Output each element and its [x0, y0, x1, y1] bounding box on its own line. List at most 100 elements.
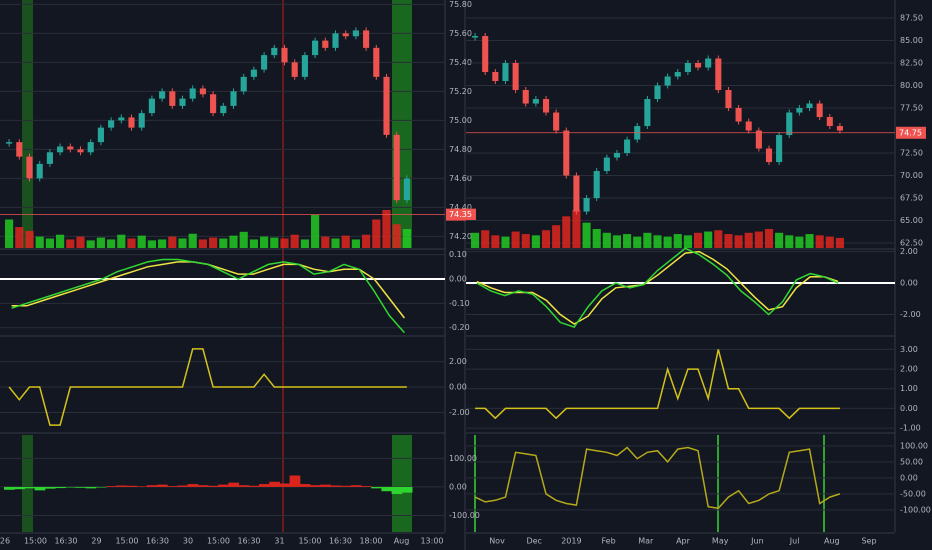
- area-bar: [65, 486, 76, 488]
- candle: [179, 98, 186, 106]
- area-bar: [289, 475, 301, 487]
- candle: [765, 148, 773, 163]
- indicator-line: [11, 258, 405, 334]
- y-tick-label: 75.80: [449, 0, 472, 9]
- candle: [77, 149, 84, 153]
- candle: [301, 55, 308, 77]
- area-bar: [340, 485, 352, 487]
- candle: [826, 117, 833, 127]
- y-tick-label: 65.00: [900, 216, 923, 225]
- volume-bar: [382, 210, 391, 248]
- candle: [312, 40, 319, 56]
- volume-bar: [45, 238, 54, 248]
- candle: [532, 99, 539, 104]
- x-tick-label: Sep: [861, 537, 876, 546]
- candle: [332, 33, 339, 48]
- y-tick-label: -2.00: [449, 408, 470, 417]
- volume-bar: [249, 239, 258, 248]
- volume-bar: [198, 239, 207, 248]
- y-tick-label: 100.00: [449, 454, 477, 463]
- volume-bar: [372, 219, 381, 248]
- y-tick-label: 2.00: [900, 365, 918, 374]
- candle: [573, 175, 580, 212]
- y-tick-label: 62.50: [900, 239, 923, 248]
- area-bar: [391, 486, 403, 495]
- area-bar: [259, 484, 270, 487]
- volume-bar: [239, 231, 248, 248]
- highlight-band: [392, 0, 412, 248]
- volume-bar: [96, 237, 105, 248]
- candle: [230, 91, 237, 106]
- x-tick-label: 29: [91, 537, 101, 546]
- highlight-band: [22, 0, 33, 248]
- area-bar: [361, 486, 372, 487]
- candle: [836, 126, 843, 131]
- area-bar: [167, 486, 178, 487]
- candle: [220, 105, 227, 114]
- volume-bar: [511, 231, 520, 248]
- volume-bar: [643, 232, 652, 248]
- volume-bar: [491, 235, 500, 248]
- y-tick-label: 74.80: [449, 145, 472, 154]
- candle: [796, 108, 803, 113]
- y-tick-label: 85.00: [900, 36, 923, 45]
- candle: [674, 72, 681, 77]
- x-tick-label: Jun: [750, 537, 764, 546]
- volume-bar: [219, 238, 228, 248]
- area-bar: [116, 485, 127, 487]
- x-tick-label: 26: [0, 537, 10, 546]
- x-tick-label: 15:00: [24, 537, 47, 546]
- y-tick-label: 74.40: [449, 203, 472, 212]
- volume-bar: [795, 236, 804, 248]
- candle: [735, 108, 742, 122]
- area-bar: [24, 486, 36, 489]
- x-tick-label: 16:30: [329, 537, 352, 546]
- x-tick-label: Aug: [824, 537, 840, 546]
- volume-bar: [552, 225, 561, 248]
- candle: [512, 63, 519, 91]
- highlight-band: [392, 435, 412, 532]
- candle: [16, 142, 23, 157]
- volume-bar: [471, 232, 480, 248]
- candle: [624, 139, 631, 154]
- volume-bar: [66, 239, 75, 248]
- candle: [6, 142, 13, 144]
- y-tick-label: 0.00: [900, 404, 918, 413]
- volume-bar: [531, 235, 540, 248]
- volume-bar: [311, 214, 320, 248]
- indicator-line: [475, 349, 840, 420]
- area-bar: [371, 486, 382, 489]
- candle: [87, 142, 94, 153]
- candle: [492, 72, 499, 82]
- volume-bar: [754, 231, 763, 248]
- candle: [128, 117, 135, 128]
- area-bar: [279, 483, 291, 487]
- candle: [199, 88, 206, 95]
- area-bar: [310, 485, 321, 487]
- candle: [403, 178, 410, 201]
- volume-bar: [825, 236, 834, 248]
- x-tick-label: Feb: [602, 537, 616, 546]
- y-tick-label: 100.00: [900, 441, 928, 450]
- volume-bar: [704, 231, 713, 248]
- volume-bar: [633, 236, 642, 248]
- y-tick-label: 3.00: [900, 345, 918, 354]
- area-bar: [126, 485, 138, 487]
- candle: [148, 98, 155, 114]
- volume-bar: [300, 239, 309, 248]
- volume-bar: [562, 216, 571, 248]
- candle: [583, 198, 590, 212]
- y-tick-label: 80.00: [900, 81, 923, 90]
- volume-bar: [734, 235, 743, 248]
- y-tick-label: 74.60: [449, 174, 472, 183]
- candle: [472, 36, 479, 38]
- x-tick-label: 16:30: [237, 537, 260, 546]
- y-tick-label: 75.00: [449, 116, 472, 125]
- candle: [725, 90, 732, 109]
- candle: [97, 127, 104, 143]
- y-tick-label: 0.00: [449, 383, 467, 392]
- x-tick-label: 15:00: [298, 537, 321, 546]
- y-tick-label: 67.50: [900, 194, 923, 203]
